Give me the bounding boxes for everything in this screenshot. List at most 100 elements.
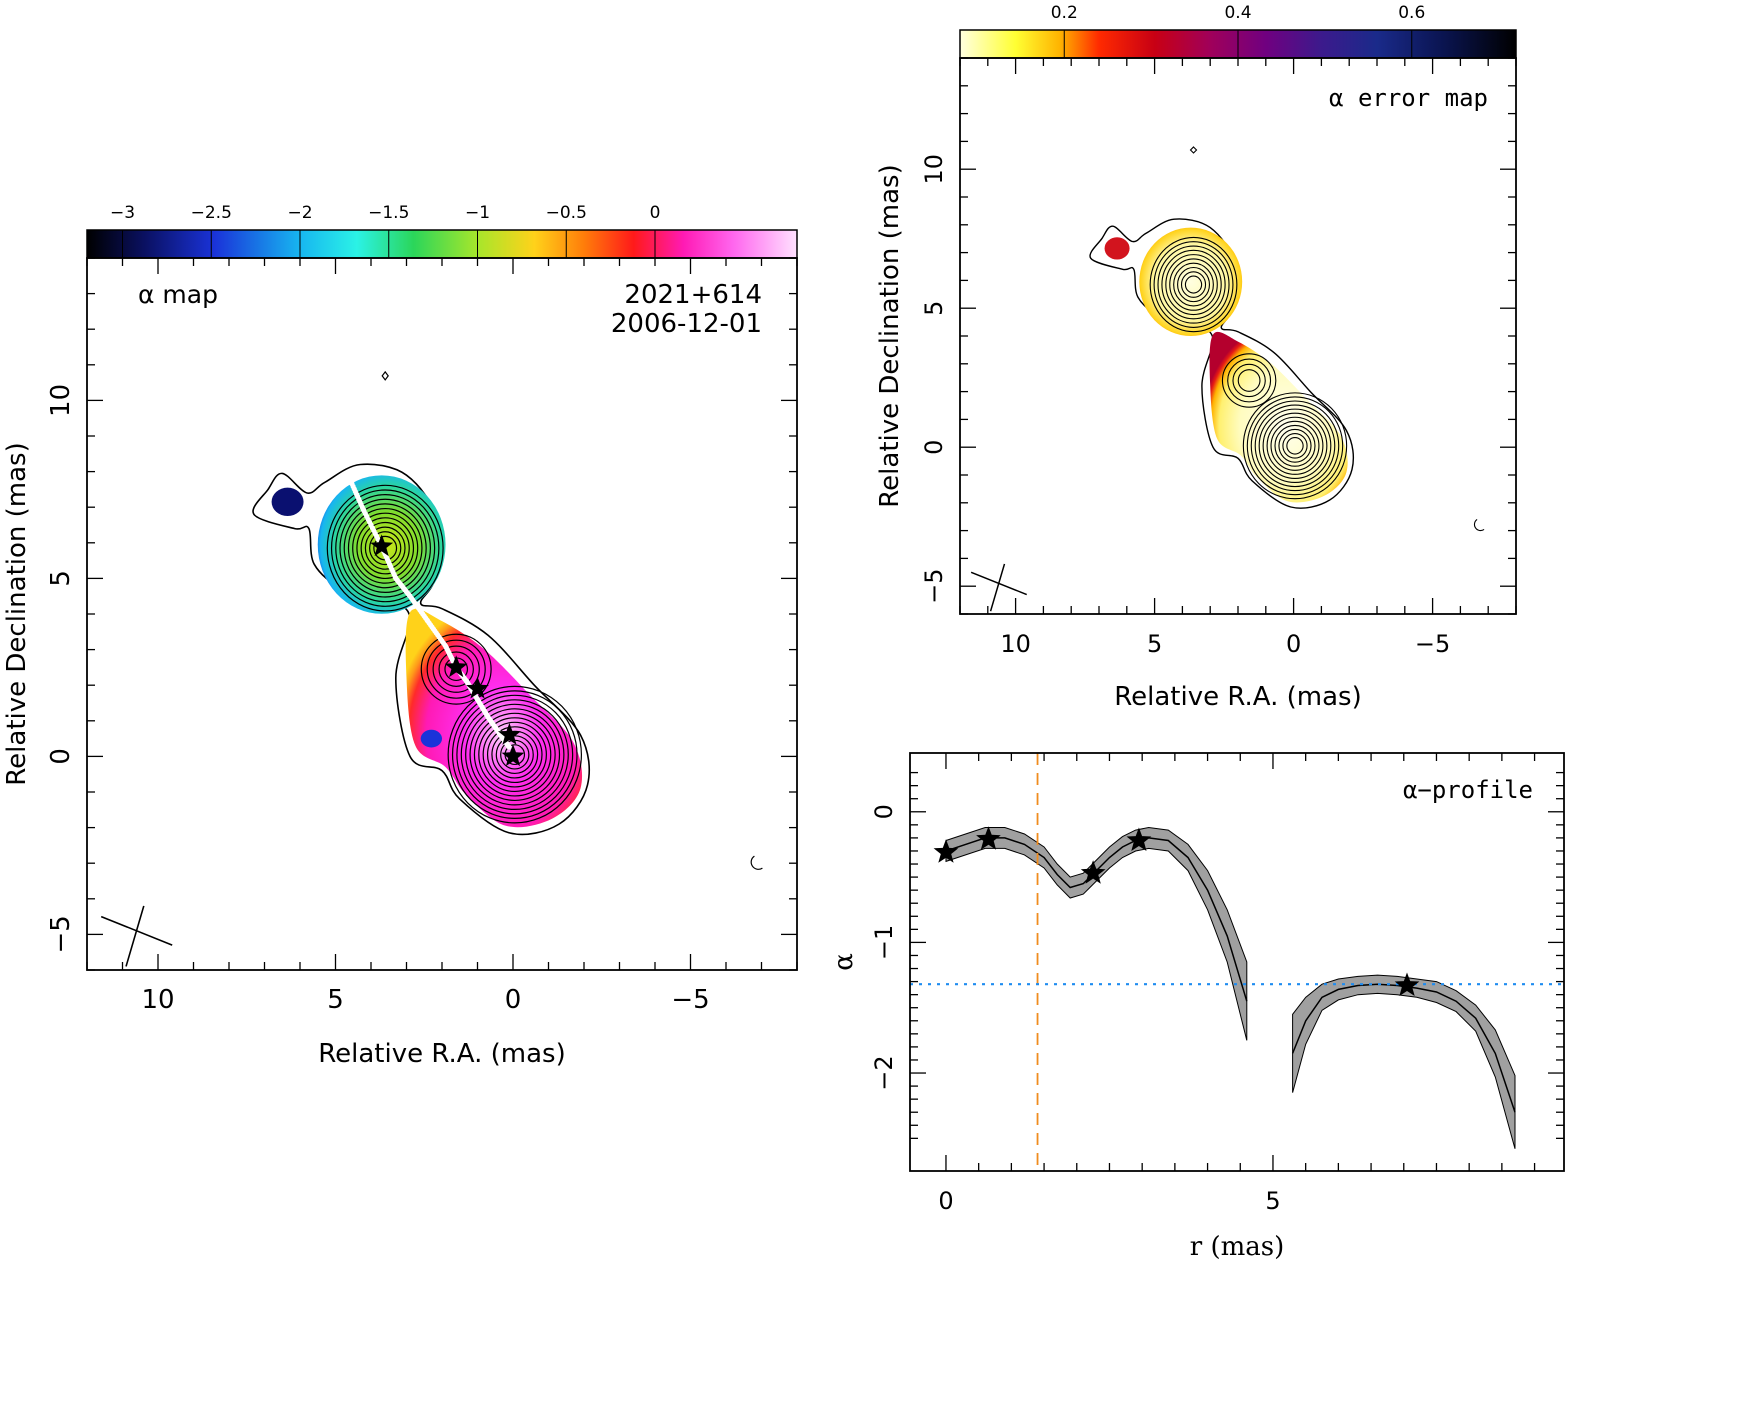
contour <box>1237 369 1261 392</box>
contour <box>1262 412 1328 479</box>
component-star <box>466 676 489 699</box>
x-tick-label: 5 <box>1265 1187 1280 1215</box>
contour <box>426 639 486 699</box>
y-axis-label: α <box>829 953 859 971</box>
x-axis-label: Relative R.A. (mas) <box>1114 682 1361 712</box>
edge-pixels <box>420 729 442 748</box>
colorbar-tick-label: 0.6 <box>1398 3 1425 23</box>
colorbar-tick-label: −1.5 <box>368 203 409 223</box>
contour <box>352 512 419 584</box>
y-tick-label: 5 <box>46 570 76 587</box>
alpha-colorbar-ticks: −3 −2.5 −2 −1.5 −1 −0.5 0 <box>110 203 660 258</box>
y-tick-label: 0 <box>870 804 898 819</box>
source-name: 2021+614 <box>624 280 762 310</box>
colorbar-tick-label: 0.2 <box>1051 3 1078 23</box>
contour-lines <box>326 370 763 870</box>
noise-contour <box>750 855 763 870</box>
noise-contour <box>1189 146 1198 154</box>
noise-contour <box>381 370 389 381</box>
component-star <box>498 723 521 745</box>
alpha-map-frame <box>86 257 798 971</box>
contour <box>1180 271 1207 298</box>
ridge-point <box>506 744 512 750</box>
lowest-contour <box>252 463 590 836</box>
outer-component-emission <box>1104 237 1130 260</box>
contour <box>420 633 492 705</box>
y-tick-label: 0 <box>920 440 948 455</box>
x-tick-label: −5 <box>1415 630 1450 658</box>
y-axis-label: Relative Declination (mas) <box>2 442 32 785</box>
contour <box>1242 392 1348 500</box>
y-tick-label: −5 <box>46 915 76 953</box>
alpha-map-panel: −3 −2.5 −2 −1.5 −1 −0.5 0 10 5 0 −5 −5 0 5 10 α map 2… <box>2 203 798 1069</box>
alpha-profile-panel: 0 5 −2 −1 0 α−profile r (mas) α <box>829 752 1565 1262</box>
colorbar-tick-label: −3 <box>110 203 135 223</box>
y-tick-label: −5 <box>920 569 948 604</box>
x-tick-label: 10 <box>1000 630 1031 658</box>
colorbar-tick-label: −1 <box>465 203 490 223</box>
x-tick-label: 5 <box>1147 630 1162 658</box>
contour <box>1161 249 1226 320</box>
contour-lines <box>1149 146 1485 532</box>
contour <box>482 721 547 788</box>
alpha-map-image <box>100 370 763 967</box>
profile-label: α−profile <box>1403 776 1533 804</box>
contour <box>326 484 444 612</box>
contour <box>1184 275 1203 294</box>
noise-contour <box>1473 519 1485 532</box>
core-emission <box>405 608 583 828</box>
profile-star <box>1394 972 1420 996</box>
component-star <box>501 744 525 767</box>
error-band <box>945 826 1248 1041</box>
contour <box>473 712 556 797</box>
contour <box>1282 432 1308 459</box>
contour <box>1149 236 1238 333</box>
error-map-frame <box>959 57 1517 615</box>
colorbar-tick-label: −2 <box>287 203 312 223</box>
contour <box>360 521 410 575</box>
colorbar-tick-label: −2.5 <box>191 203 232 223</box>
y-tick-label: 0 <box>46 748 76 765</box>
contour <box>465 703 565 806</box>
contour <box>432 645 480 693</box>
component-star <box>370 534 394 557</box>
x-tick-label: 5 <box>327 985 344 1015</box>
beam-cross <box>100 905 173 967</box>
contour <box>330 489 440 607</box>
contour <box>356 517 415 580</box>
contour <box>1250 400 1340 492</box>
x-axis-label: r (mas) <box>1190 1232 1284 1262</box>
x-tick-label: 0 <box>1286 630 1301 658</box>
alpha-error-map-panel: 0.2 0.4 0.6 10 5 0 −5 −5 0 5 10 α error map Relat… <box>875 3 1517 712</box>
x-tick-label: 0 <box>938 1187 953 1215</box>
y-tick-label: 10 <box>46 384 76 417</box>
y-tick-label: 5 <box>920 301 948 316</box>
contour <box>1258 408 1332 484</box>
contour <box>1165 254 1222 316</box>
contour <box>335 494 436 603</box>
contour <box>1232 363 1266 398</box>
contour <box>1177 266 1210 303</box>
jet-knot-emission <box>1139 227 1243 336</box>
contour <box>1270 420 1320 471</box>
beam-minor <box>125 905 145 967</box>
contour <box>369 531 402 566</box>
colorbar-tick-label: 0.4 <box>1224 3 1251 23</box>
y-tick-label: 10 <box>920 154 948 185</box>
error-map-label: α error map <box>1329 84 1488 112</box>
y-axis-label: Relative Declination (mas) <box>875 164 905 507</box>
alpha-colorbar <box>86 229 798 259</box>
profile-star <box>976 826 1001 850</box>
outer-component-emission <box>271 487 304 517</box>
contour <box>1286 437 1304 455</box>
contour <box>339 498 431 598</box>
x-tick-label: 0 <box>505 985 522 1015</box>
profile-line <box>1291 983 1516 1113</box>
profile-star <box>1080 860 1106 884</box>
contour <box>343 503 427 593</box>
contour <box>1266 416 1324 475</box>
contour <box>1169 258 1218 311</box>
contour <box>1278 428 1312 463</box>
contour <box>451 690 578 820</box>
